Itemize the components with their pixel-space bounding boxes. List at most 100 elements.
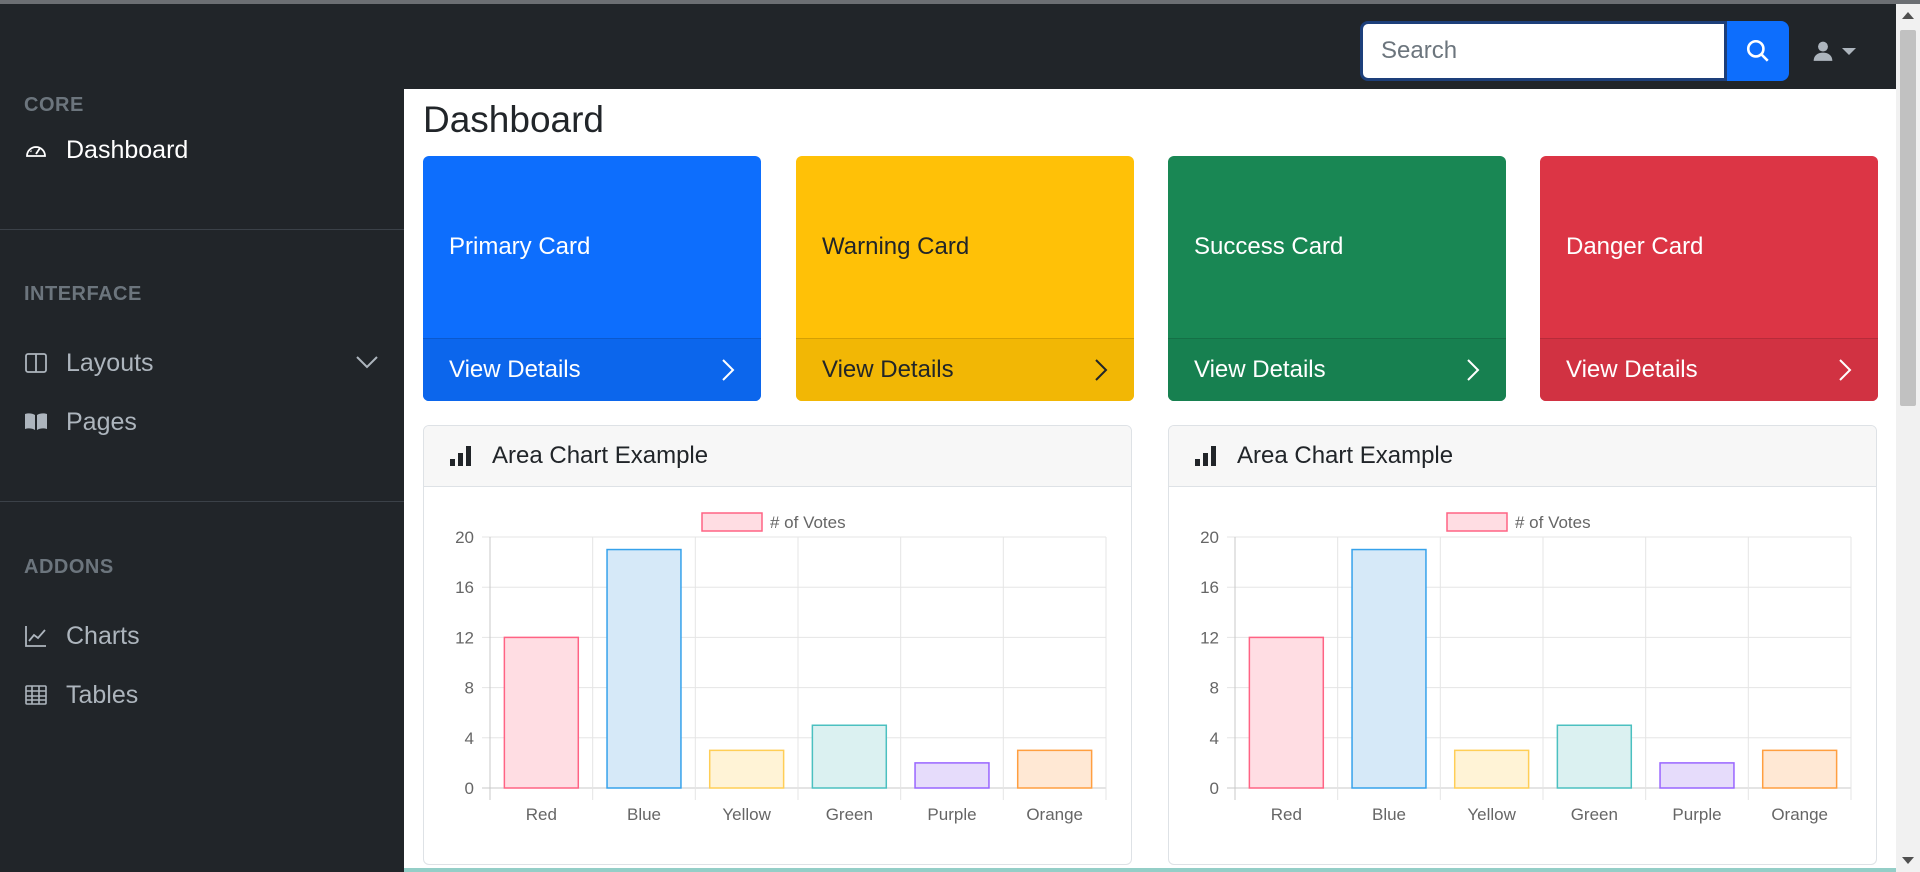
bar [811,724,888,789]
columns-icon [25,353,47,373]
x-tick-label: Orange [1771,805,1828,824]
user-dropdown-toggle[interactable] [1812,28,1872,74]
bar [1016,749,1093,789]
scroll-up-arrow[interactable] [1902,12,1914,19]
chart-card-header: Area Chart Example [1169,426,1876,487]
bar-chart: 0 4 8 12 16 20 Red Blue Yellow Green Purple Orange #… [455,512,1107,824]
bottom-strip [404,868,1896,872]
y-tick-label: 20 [1200,528,1219,547]
area-chart-icon [25,626,46,647]
bar [1659,762,1735,789]
sidebar-heading-interface: INTERFACE [24,283,142,305]
sidebar-item-label: Layouts [66,348,154,377]
chevron-right-icon [1467,359,1480,381]
area-chart-card: Area Chart Example 0 4 8 12 16 20 Red Blue Yello… [423,425,1132,865]
table-icon [25,685,47,705]
sidebar-item-charts[interactable]: Charts [24,616,140,656]
bar [914,762,990,789]
top-navbar [0,4,1896,89]
y-tick-label: 20 [455,528,474,547]
y-tick-label: 4 [1210,729,1219,748]
sidebar-item-label: Tables [66,680,139,709]
search-group [1360,21,1789,81]
view-details-link[interactable]: View Details [796,338,1134,401]
sidebar-item-label: Charts [66,621,140,650]
view-details-link[interactable]: View Details [423,338,761,401]
vertical-scrollbar[interactable] [1896,4,1920,872]
card-link-label: View Details [449,356,581,383]
x-tick-label: Green [1571,805,1618,824]
legend-swatch [701,512,763,532]
view-details-link[interactable]: View Details [1168,338,1506,401]
card-title: Primary Card [449,233,591,260]
card-title: Success Card [1194,233,1344,260]
bar [606,548,682,789]
sidebar-item-pages[interactable]: Pages [24,402,137,442]
bar [1453,749,1530,789]
bar [1556,724,1633,789]
sidebar-item-layouts[interactable]: Layouts [24,343,154,383]
bar [1761,749,1838,789]
sidebar-heading-addons: ADDONS [24,556,114,578]
legend-swatch [1446,512,1508,532]
card-link-label: View Details [822,356,954,383]
chevron-right-icon [1095,359,1108,381]
x-tick-label: Red [1271,805,1302,824]
danger-card: Danger Card View Details [1540,156,1878,401]
x-tick-label: Blue [1372,805,1406,824]
x-tick-label: Yellow [1467,805,1516,824]
y-tick-label: 8 [1210,679,1219,698]
caret-down-icon [1842,48,1856,55]
x-tick-label: Purple [1672,805,1721,824]
search-button[interactable] [1727,21,1789,81]
scroll-thumb[interactable] [1900,30,1916,406]
card-link-label: View Details [1566,356,1698,383]
window-top-border [0,0,1920,4]
chevron-right-icon [1839,359,1852,381]
y-tick-label: 16 [1200,578,1219,597]
sidebar-divider [0,501,404,502]
chart-card-header: Area Chart Example [424,426,1131,487]
card-title: Danger Card [1566,233,1704,260]
page-title: Dashboard [423,99,605,140]
card-title: Warning Card [822,233,970,260]
x-tick-label: Purple [927,805,976,824]
x-tick-label: Green [826,805,873,824]
primary-card: Primary Card View Details [423,156,761,401]
bar [503,636,580,789]
bar [1248,636,1325,789]
x-tick-label: Blue [627,805,661,824]
search-icon [1746,39,1769,62]
sidebar-divider [0,229,404,230]
x-tick-label: Red [526,805,557,824]
y-tick-label: 16 [455,578,474,597]
x-tick-label: Yellow [722,805,771,824]
view-details-link[interactable]: View Details [1540,338,1878,401]
search-input[interactable] [1360,21,1727,81]
warning-card: Warning Card View Details [796,156,1134,401]
bar-chart-icon [1195,446,1216,466]
y-tick-label: 12 [455,628,474,647]
book-icon [25,413,47,430]
card-link-label: View Details [1194,356,1326,383]
sidebar: CORE Dashboard INTERFACE Layouts Pages A… [0,89,404,872]
chevron-down-icon[interactable] [356,355,378,369]
bar-chart-icon [450,446,471,466]
chevron-right-icon [722,359,735,381]
y-tick-label: 8 [465,679,474,698]
sidebar-item-dashboard[interactable]: Dashboard [24,130,188,170]
sidebar-item-tables[interactable]: Tables [24,675,138,715]
user-icon [1813,41,1833,61]
legend-label: # of Votes [1515,513,1591,532]
bar-chart: 0 4 8 12 16 20 Red Blue Yellow Green Purple Orange #… [1200,512,1852,824]
sidebar-item-label: Dashboard [66,135,189,164]
chart-card-title: Area Chart Example [1237,442,1454,469]
area-chart-card: Area Chart Example 0 4 8 12 16 20 Red Blue Yello… [1168,425,1877,865]
y-tick-label: 0 [465,779,474,798]
y-tick-label: 4 [465,729,474,748]
sidebar-heading-core: CORE [24,94,84,116]
chart-card-title: Area Chart Example [492,442,709,469]
y-tick-label: 12 [1200,628,1219,647]
sidebar-item-label: Pages [66,407,137,436]
scroll-down-arrow[interactable] [1902,857,1914,864]
